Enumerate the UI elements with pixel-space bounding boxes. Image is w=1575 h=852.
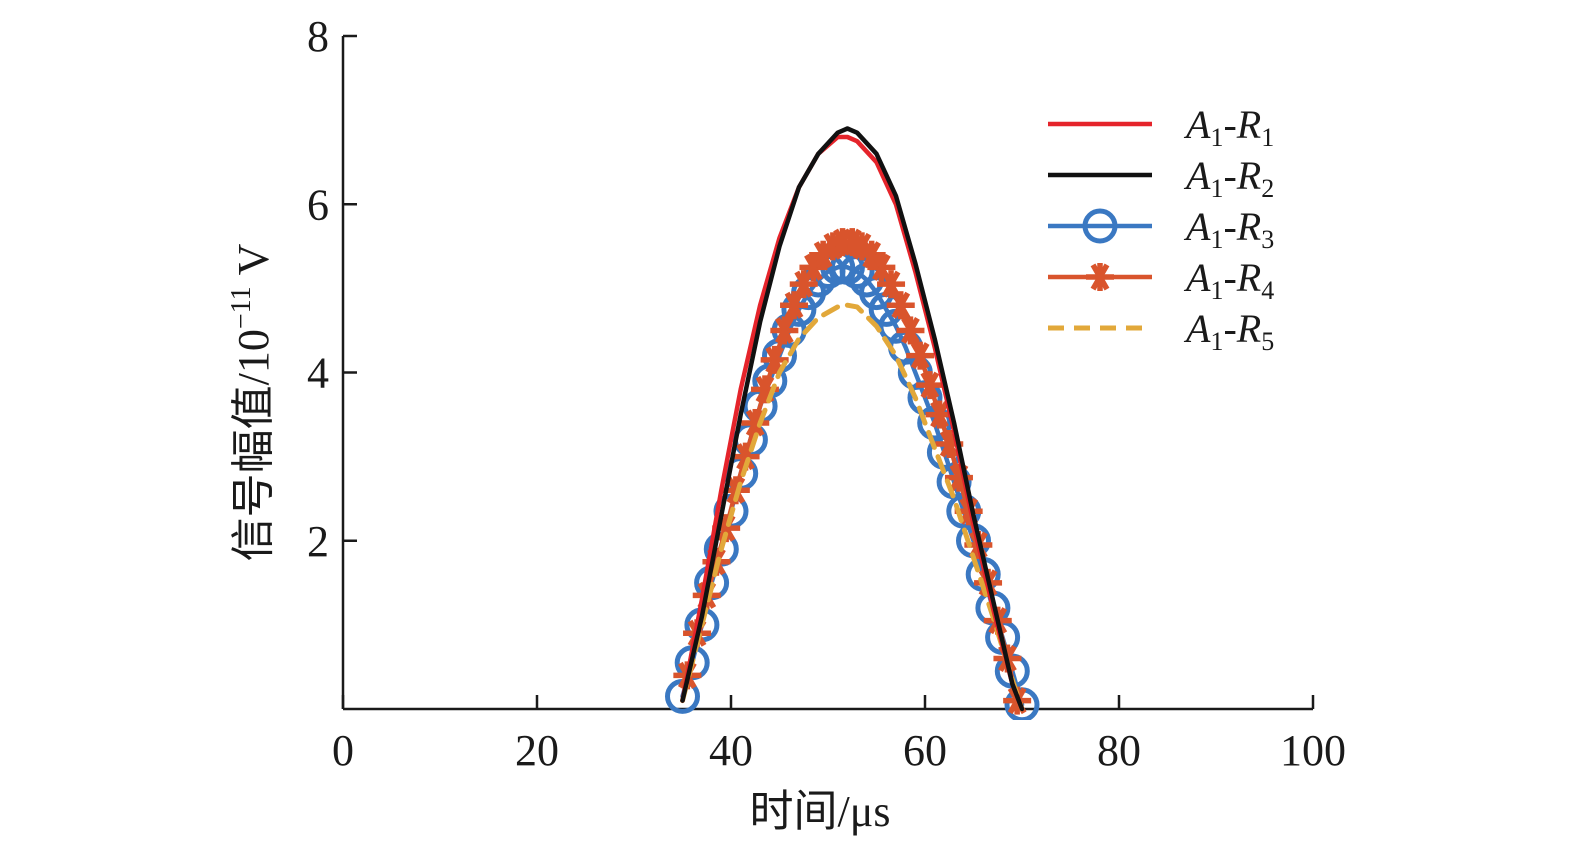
legend-a-sub: 1 <box>1210 174 1223 203</box>
legend-a: A <box>1183 153 1211 198</box>
y-tick-label-2: 2 <box>307 517 329 566</box>
legend-sep: - <box>1223 153 1236 198</box>
series-line-A1-R5 <box>680 302 1025 712</box>
legend-item-A1-R1: A1-R1 <box>1048 102 1274 152</box>
legend-marker-A1-R4 <box>1086 263 1114 291</box>
legend-a-sub: 1 <box>1210 123 1223 152</box>
legend-a: A <box>1183 255 1211 300</box>
marker-A1-R4-10 <box>770 316 799 345</box>
marker-A1-R4-25 <box>915 371 944 400</box>
legend-label-A1-R3: A1-R3 <box>1183 204 1274 254</box>
legend-item-A1-R3: A1-R3 <box>1048 204 1274 254</box>
legend-r: R <box>1236 306 1261 351</box>
x-tick-label-100: 100 <box>1280 726 1346 775</box>
y-tick-label-6: 6 <box>307 180 329 229</box>
x-axis-title: 时间/μs <box>750 787 891 836</box>
legend-a: A <box>1183 204 1211 249</box>
marker-A1-R4-7 <box>741 408 770 437</box>
marker-A1-R4-23 <box>896 316 925 345</box>
series-line-A1-R2 <box>680 126 1025 712</box>
legend-r-sub: 2 <box>1261 174 1274 203</box>
series-A1-R5 <box>680 302 1025 712</box>
legend-r-sub: 4 <box>1261 276 1274 305</box>
series-line-A1-R1 <box>680 134 1025 712</box>
legend-item-A1-R2: A1-R2 <box>1048 153 1274 203</box>
legend-sep: - <box>1223 204 1236 249</box>
marker-A1-R4-9 <box>760 345 789 374</box>
legend-r-sub: 5 <box>1261 327 1274 356</box>
legend-label-A1-R5: A1-R5 <box>1183 306 1274 356</box>
legend-a: A <box>1183 306 1211 351</box>
legend-sep: - <box>1223 306 1236 351</box>
marker-A1-R4-22 <box>886 291 915 320</box>
x-tick-label-40: 40 <box>709 726 753 775</box>
legend-a-sub: 1 <box>1210 225 1223 254</box>
legend-r: R <box>1236 102 1261 147</box>
labels-layer: 0 20 40 60 80 100 2 4 6 8 时间/μs 信号幅值/10−11 V <box>226 12 1346 836</box>
y-axis-title-text: 信号幅值/10 <box>229 329 278 561</box>
legend-sep: - <box>1223 255 1236 300</box>
series-A1-R2 <box>680 126 1025 712</box>
legend-a-sub: 1 <box>1210 327 1223 356</box>
y-axis-title-unit: V <box>229 243 278 286</box>
axes-layer <box>341 34 1315 711</box>
legend-a-sub: 1 <box>1210 276 1223 305</box>
y-tick-label-8: 8 <box>307 12 329 61</box>
legend-label-A1-R1: A1-R1 <box>1183 102 1274 152</box>
marker-A1-R4-24 <box>906 341 935 370</box>
legend-r: R <box>1236 204 1261 249</box>
legend-r: R <box>1236 255 1261 300</box>
legend-r: R <box>1236 153 1261 198</box>
x-tick-label-20: 20 <box>515 726 559 775</box>
legend-a: A <box>1183 102 1211 147</box>
x-tick-label-60: 60 <box>903 726 947 775</box>
y-tick-label-4: 4 <box>307 349 329 398</box>
legend-label-A1-R2: A1-R2 <box>1183 153 1274 203</box>
legend-item-A1-R4: A1-R4 <box>1048 255 1274 305</box>
legend-label-A1-R4: A1-R4 <box>1183 255 1274 305</box>
series-A1-R1 <box>680 134 1025 712</box>
series-layer <box>665 126 1040 720</box>
legend-sep: - <box>1223 102 1236 147</box>
y-axis-title-exponent: −11 <box>226 286 257 329</box>
legend-r-sub: 3 <box>1261 225 1274 254</box>
legend-marker-A1-R3 <box>1082 208 1118 244</box>
legend-r-sub: 1 <box>1261 123 1274 152</box>
x-tick-label-80: 80 <box>1097 726 1141 775</box>
legend-item-A1-R5: A1-R5 <box>1048 306 1274 356</box>
y-axis-title: 信号幅值/10−11 V <box>226 243 278 561</box>
x-tick-label-0: 0 <box>332 726 354 775</box>
